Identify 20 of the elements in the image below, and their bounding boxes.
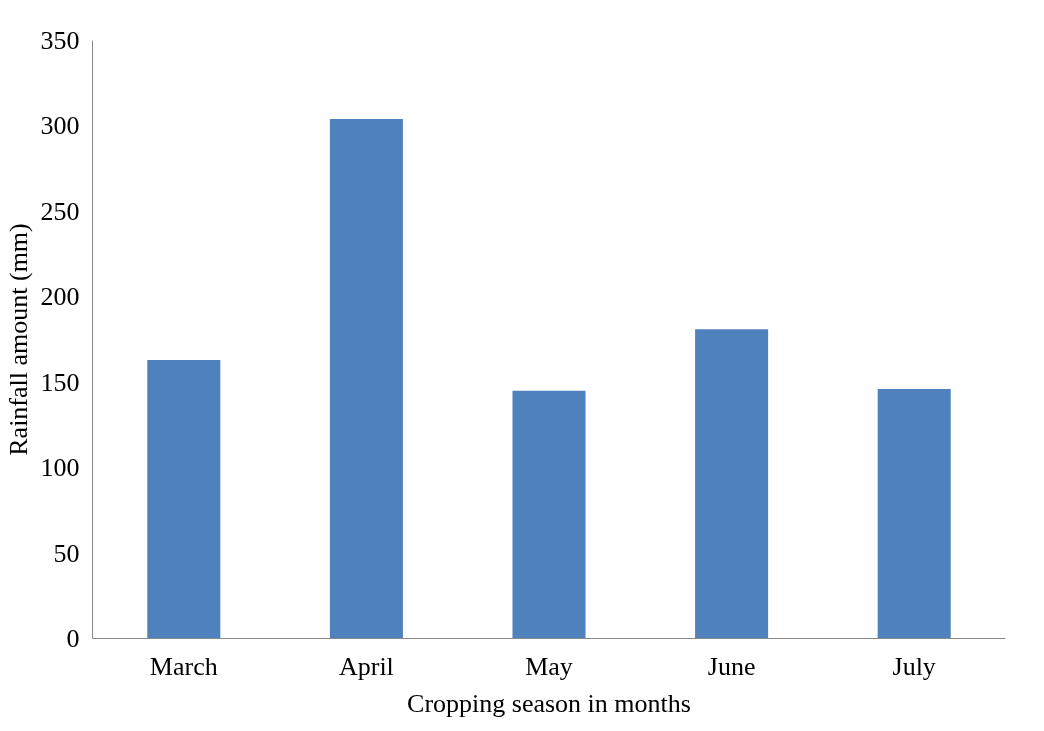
y-tick-label: 250 (40, 196, 80, 226)
bar (329, 119, 403, 639)
x-axis-title: Cropping season in months (407, 688, 691, 718)
y-tick-label: 200 (40, 282, 80, 312)
y-tick-label: 350 (40, 26, 80, 55)
x-tick-label: April (338, 651, 394, 681)
x-tick-label: May (525, 651, 573, 681)
bar (695, 329, 769, 639)
x-tick-label: June (707, 651, 756, 681)
y-tick-label: 100 (40, 453, 80, 483)
y-tick-label: 150 (40, 367, 80, 397)
x-tick-label: July (892, 651, 936, 681)
bar (512, 390, 586, 639)
y-tick-label: 50 (53, 538, 80, 568)
x-tick-label: March (149, 651, 218, 681)
y-axis-title: Rainfall amount (mm) (3, 223, 33, 456)
y-tick-label: 300 (40, 111, 80, 141)
bar (147, 360, 221, 639)
y-tick-label: 0 (66, 624, 80, 653)
bar (877, 389, 951, 639)
